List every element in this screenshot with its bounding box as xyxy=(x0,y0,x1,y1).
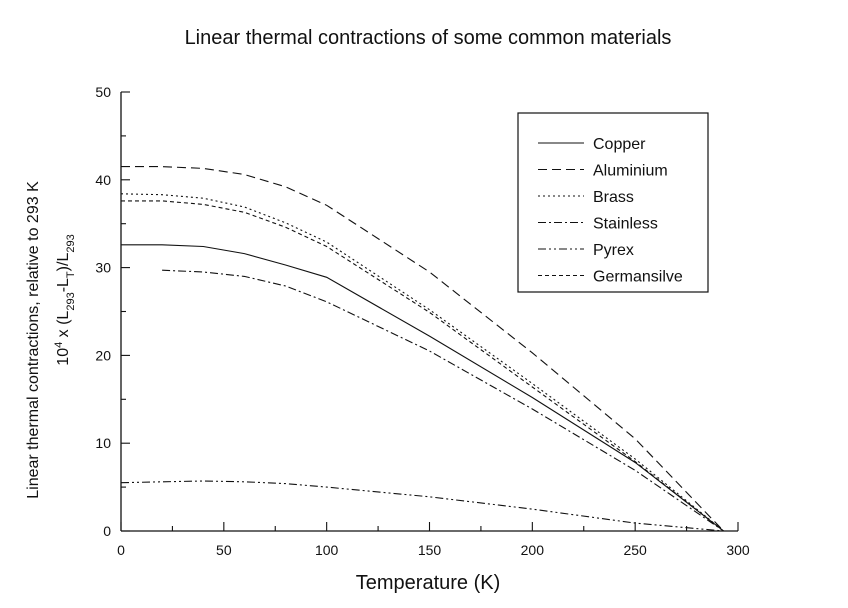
legend-label-pyrex: Pyrex xyxy=(593,242,634,259)
ylabel-exp: 4 xyxy=(53,342,65,348)
x-tick-label: 150 xyxy=(418,542,442,558)
x-axis-label: Temperature (K) xyxy=(356,572,501,594)
ylabel-sub2: T xyxy=(65,271,77,278)
legend-label-germansilve: Germansilve xyxy=(593,269,683,286)
y-tick-label: 20 xyxy=(95,347,111,363)
y-axis-label-line2: 104 x (L293-LT)/L293 xyxy=(53,234,77,365)
ylabel-close: )/L xyxy=(55,253,72,272)
ylabel-mid: -L xyxy=(55,278,72,292)
x-tick-label: 100 xyxy=(315,542,339,558)
y-axis-ticks: 0 10 20 30 40 50 xyxy=(95,84,130,539)
series-line-aluminium xyxy=(121,166,724,532)
legend: Copper Aluminium Brass Stainless Pyrex German… xyxy=(517,112,709,293)
legend-items: Copper Aluminium Brass Stainless Pyrex German… xyxy=(538,136,683,286)
ylabel-sub3: 293 xyxy=(65,234,77,252)
x-tick-label: 50 xyxy=(216,542,232,558)
series-line-stainless xyxy=(162,269,724,532)
series-line-copper xyxy=(121,244,724,532)
ylabel-times: x (L xyxy=(55,311,72,342)
series-line-brass xyxy=(120,193,724,532)
ylabel-base: 10 xyxy=(55,348,72,366)
x-tick-label: 200 xyxy=(521,542,545,558)
y-tick-label: 30 xyxy=(95,260,111,276)
y-axis-label-line1: Linear thermal contractions, relative to… xyxy=(25,181,42,499)
legend-label-brass: Brass xyxy=(593,189,634,206)
y-tick-label: 50 xyxy=(95,84,111,100)
x-tick-label: 0 xyxy=(117,542,125,558)
legend-label-copper: Copper xyxy=(593,136,646,153)
chart-title: Linear thermal contractions of some comm… xyxy=(185,27,672,49)
y-tick-label: 0 xyxy=(103,523,111,539)
ylabel-sub1: 293 xyxy=(65,292,77,310)
y-tick-label: 40 xyxy=(95,172,111,188)
series-lines xyxy=(120,166,724,532)
x-axis-ticks: 0 50 100 150 200 250 300 xyxy=(117,522,750,558)
legend-label-aluminium: Aluminium xyxy=(593,163,668,180)
x-tick-label: 250 xyxy=(623,542,647,558)
y-tick-label: 10 xyxy=(95,435,111,451)
series-line-pyrex xyxy=(120,480,724,532)
x-tick-label: 300 xyxy=(726,542,750,558)
legend-label-stainless: Stainless xyxy=(593,216,658,233)
series-line-germansilve xyxy=(121,200,724,532)
